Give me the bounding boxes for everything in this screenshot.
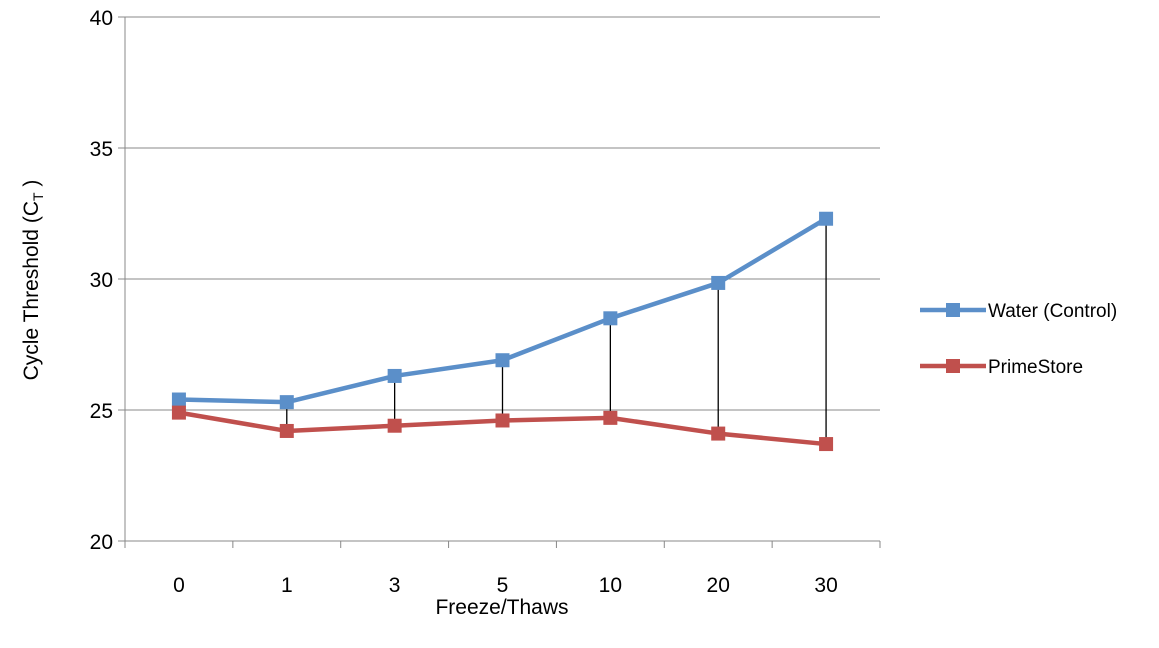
data-point (171, 392, 186, 407)
data-point (819, 437, 834, 452)
data-point (711, 275, 726, 290)
y-axis-tick-labels: 20 25 30 35 40 (90, 7, 113, 554)
x-tick-label: 10 (599, 574, 622, 597)
data-point (819, 211, 834, 226)
y-tick-label: 30 (90, 269, 113, 292)
data-point (387, 418, 402, 433)
series-markers (171, 211, 834, 452)
x-tick-label: 5 (497, 574, 509, 597)
data-point (387, 368, 402, 383)
x-axis-title: Freeze/Thaws (435, 596, 568, 619)
legend-label: Water (Control) (988, 301, 1117, 322)
data-point (279, 423, 294, 438)
legend-marker (946, 303, 960, 317)
data-point (495, 353, 510, 368)
axes (118, 16, 881, 548)
x-tick-label: 0 (173, 574, 185, 597)
y-axis-title: Cycle Threshold (CT ) (20, 180, 46, 381)
data-point (603, 311, 618, 326)
y-axis-title-main: Cycle Threshold (C (20, 201, 43, 380)
drop-lines (178, 218, 827, 445)
gridlines (125, 16, 880, 542)
y-tick-label: 35 (90, 138, 113, 161)
y-tick-label: 40 (90, 7, 113, 30)
x-axis-tick-labels: 0 1 3 5 10 20 30 (173, 574, 838, 597)
data-point (495, 413, 510, 428)
y-tick-label: 25 (90, 400, 113, 423)
legend-label: PrimeStore (988, 357, 1083, 378)
data-point (279, 395, 294, 410)
y-axis-title-subscript: T (30, 192, 46, 201)
data-point (171, 405, 186, 420)
y-axis-title-end: ) (20, 180, 43, 193)
x-tick-label: 1 (281, 574, 293, 597)
x-tick-label: 30 (814, 574, 837, 597)
legend-marker (946, 359, 960, 373)
data-point (711, 426, 726, 441)
x-tick-label: 20 (707, 574, 730, 597)
x-tick-label: 3 (389, 574, 401, 597)
y-tick-label: 20 (90, 531, 113, 554)
data-point (603, 410, 618, 425)
legend: Water (Control) PrimeStore (920, 301, 1117, 378)
